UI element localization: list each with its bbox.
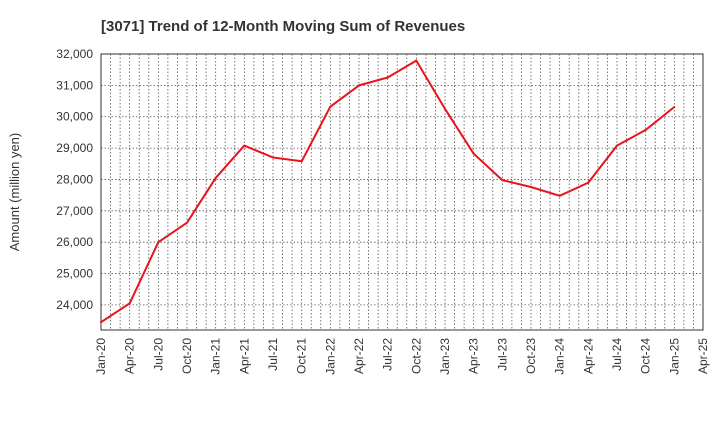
x-tick-label: Jan-22 (323, 338, 337, 375)
y-tick-label: 27,000 (56, 204, 93, 218)
x-tick-label: Apr-23 (467, 338, 481, 374)
x-tick-label: Jan-23 (438, 338, 452, 375)
data-point (587, 181, 590, 184)
data-point (616, 144, 618, 147)
x-tick-label: Jul-21 (266, 338, 280, 371)
y-tick-label: 25,000 (56, 267, 93, 281)
data-point (272, 156, 274, 159)
data-point (530, 185, 532, 188)
y-tick-label: 32,000 (56, 47, 93, 61)
plot-area-frame (100, 53, 704, 331)
x-tick-label: Apr-20 (123, 338, 137, 374)
x-tick-label: Apr-24 (581, 338, 595, 374)
chart-title: [3071] Trend of 12-Month Moving Sum of R… (101, 18, 465, 35)
data-point (157, 241, 160, 244)
data-point (186, 221, 188, 224)
y-tick-label: 24,000 (56, 298, 93, 312)
y-tick-label: 28,000 (56, 172, 93, 186)
x-tick-label: Jul-23 (495, 338, 509, 371)
y-tick-label: 31,000 (56, 78, 93, 92)
x-tick-label: Jul-24 (610, 338, 624, 371)
x-tick-label: Oct-23 (524, 338, 538, 374)
x-tick-label: Oct-21 (295, 338, 309, 374)
x-tick-label: Jul-20 (151, 338, 165, 371)
data-point (501, 179, 504, 182)
x-tick-label: Jan-20 (94, 338, 108, 375)
data-point (128, 302, 131, 305)
data-point (673, 106, 676, 109)
x-tick-label: Jan-24 (553, 338, 567, 375)
x-tick-label: Apr-21 (237, 338, 251, 374)
data-point (444, 107, 446, 110)
data-point (300, 160, 303, 163)
y-tick-label: 30,000 (56, 110, 93, 124)
x-tick-label: Oct-20 (180, 338, 194, 374)
x-axis-ticks: Jan-20 Apr-20 Jul-20 Oct-20 Jan-21 Apr-21 Jul-… (94, 338, 710, 375)
y-tick-label: 29,000 (56, 141, 93, 155)
x-tick-label: Oct-24 (639, 338, 653, 374)
data-point (243, 144, 246, 147)
data-point (214, 176, 217, 179)
y-axis-label: Amount (million yen) (7, 133, 22, 252)
x-tick-label: Jan-21 (209, 338, 223, 375)
grid-lines (101, 53, 703, 330)
data-point (386, 76, 389, 79)
x-tick-label: Jul-22 (381, 338, 395, 371)
series-layer (100, 59, 676, 324)
x-tick-label: Oct-22 (409, 338, 423, 374)
data-point (415, 59, 418, 62)
data-point (644, 128, 647, 131)
y-tick-label: 26,000 (56, 235, 93, 249)
data-point (100, 321, 102, 324)
y-axis-ticks: 24,000 25,000 26,000 27,000 28,000 29,000 30,0… (56, 47, 93, 312)
data-point (472, 152, 475, 155)
x-tick-label: Jan-25 (667, 338, 681, 375)
x-tick-label: Apr-22 (352, 338, 366, 374)
data-point (358, 84, 360, 87)
data-point (558, 194, 561, 197)
x-tick-label: Apr-25 (696, 338, 710, 374)
data-point (329, 105, 332, 108)
